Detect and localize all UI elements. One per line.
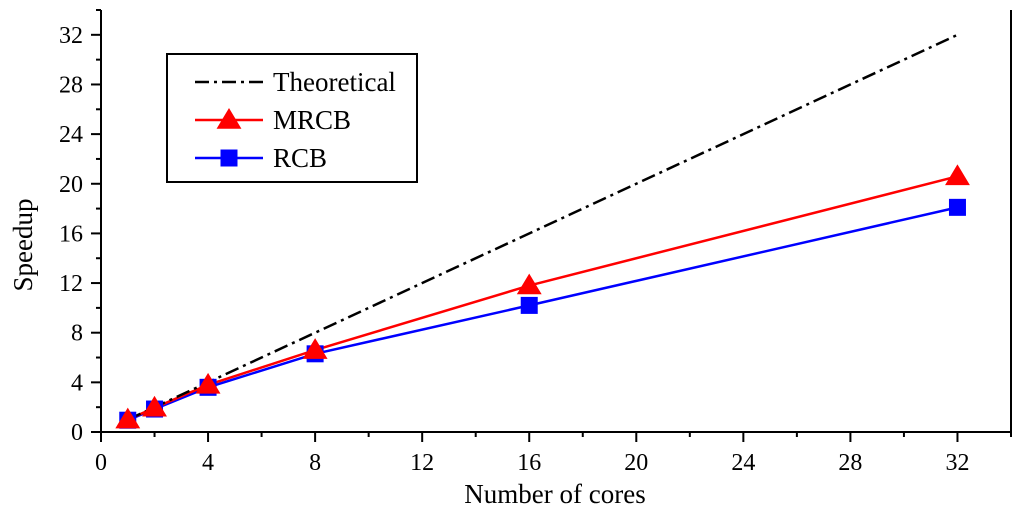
- y-tick-label: 12: [59, 271, 83, 297]
- axes: 0 4 8 12 16 20 24 28 32 0 4 8 12 16 20 24 28 32: [59, 9, 1012, 476]
- data-point-mrcb: [945, 164, 970, 186]
- x-axis-title: Number of cores: [464, 479, 645, 509]
- data-point-mrcb: [115, 407, 141, 429]
- y-tick-label: 8: [71, 321, 83, 347]
- y-tick-label: 16: [59, 221, 83, 247]
- x-tick-label: 16: [517, 450, 541, 476]
- y-tick-label: 32: [59, 23, 83, 49]
- series-line-mrcb: [127, 175, 958, 421]
- plot-series: [115, 33, 970, 429]
- data-point-mrcb: [195, 372, 221, 394]
- y-tick-label: 0: [71, 420, 83, 446]
- legend-label-mrcb: MRCB: [273, 105, 351, 135]
- x-tick-label: 24: [731, 450, 755, 476]
- series-line-theoretical: [127, 33, 958, 421]
- legend-marker-mrcb: [216, 108, 242, 129]
- legend-label-rcb: RCB: [273, 143, 327, 173]
- y-tick-label: 24: [59, 122, 83, 148]
- x-tick-label: 28: [838, 450, 862, 476]
- y-tick-label: 4: [71, 370, 83, 396]
- x-tick-label: 12: [410, 450, 434, 476]
- legend-marker-rcb: [220, 149, 238, 167]
- legend-label-theoretical: Theoretical: [273, 67, 396, 97]
- data-point-rcb: [520, 296, 538, 314]
- x-tick-label: 32: [945, 450, 969, 476]
- series-line-rcb: [127, 206, 958, 422]
- x-tick-label: 8: [309, 450, 321, 476]
- y-axis-title: Speedup: [8, 199, 38, 292]
- x-tick-label: 20: [624, 450, 648, 476]
- x-tick-label: 4: [202, 450, 214, 476]
- data-point-mrcb: [302, 338, 328, 359]
- legend: Theoretical MRCB RCB: [166, 53, 418, 183]
- y-tick-label: 20: [59, 172, 83, 198]
- data-point-mrcb: [142, 395, 167, 417]
- y-tick-label: 28: [59, 72, 83, 98]
- data-point-mrcb: [516, 273, 542, 295]
- x-tick-label: 0: [95, 450, 107, 476]
- legend-box: [166, 53, 418, 183]
- data-point-rcb: [948, 198, 966, 216]
